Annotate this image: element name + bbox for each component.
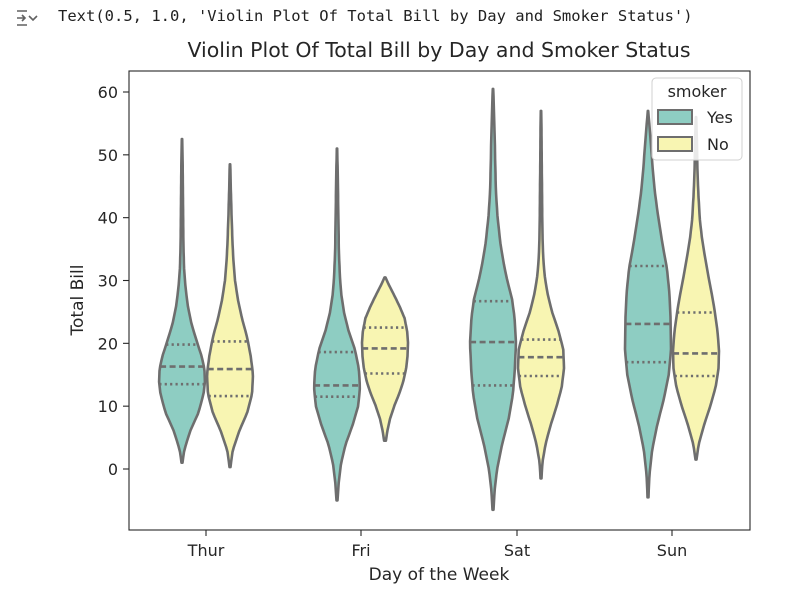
violin-no-thur — [205, 163, 255, 469]
y-tick-label: 50 — [98, 146, 118, 165]
violin-yes-sat — [468, 87, 518, 512]
x-tick-label: Fri — [351, 541, 370, 560]
violin-yes-thur — [157, 137, 207, 464]
y-tick-label: 30 — [98, 272, 118, 291]
violin-no-sun — [671, 115, 721, 461]
legend-swatch-yes — [657, 109, 693, 125]
legend: smoker Yes No — [651, 77, 743, 161]
y-tick-label: 40 — [98, 209, 118, 228]
y-tick-label: 10 — [98, 397, 118, 416]
axes-layer: 0 10 20 30 40 50 60 Thur Fri Sat Sun — [98, 83, 688, 560]
violin-no-fri — [360, 276, 410, 442]
legend-title: smoker — [668, 82, 727, 101]
y-tick-label: 20 — [98, 334, 118, 353]
x-tick-label: Sun — [657, 541, 687, 560]
legend-label-yes: Yes — [706, 108, 733, 127]
legend-label-no: No — [707, 135, 729, 154]
output-text: Text(0.5, 1.0, 'Violin Plot Of Total Bil… — [58, 7, 693, 25]
output-expand-icon[interactable] — [14, 7, 40, 29]
x-tick-label: Sat — [504, 541, 530, 560]
violin-yes-sun — [623, 109, 673, 499]
x-tick-label: Thur — [187, 541, 225, 560]
y-tick-label: 0 — [108, 460, 118, 479]
x-axis-label: Day of the Week — [369, 565, 510, 585]
violins-layer — [157, 87, 721, 512]
y-tick-label: 60 — [98, 83, 118, 102]
chart-title: Violin Plot Of Total Bill by Day and Smo… — [187, 38, 690, 62]
legend-swatch-no — [657, 136, 693, 152]
violin-no-sat — [516, 109, 566, 480]
violin-yes-fri — [312, 147, 362, 502]
y-axis-label: Total Bill — [68, 265, 88, 337]
plot-frame — [128, 70, 751, 531]
